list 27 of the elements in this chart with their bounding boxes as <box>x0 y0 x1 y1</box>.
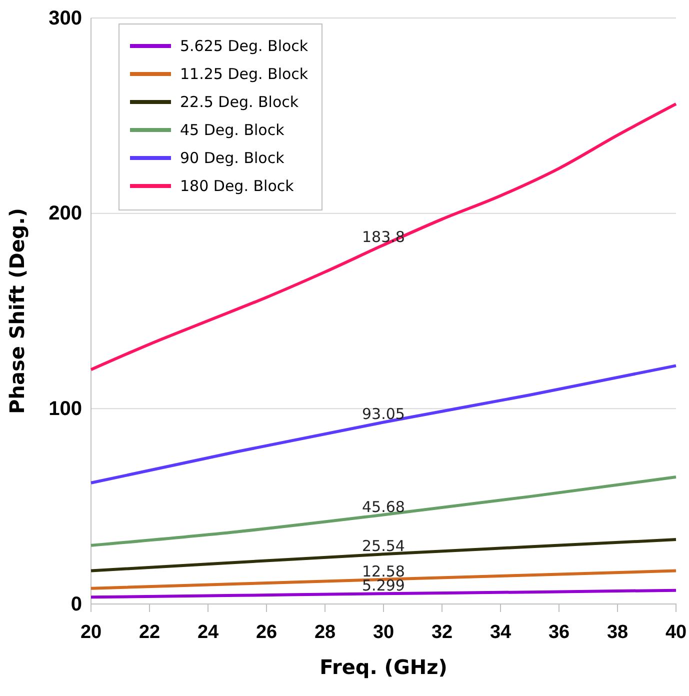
y-tick-label: 200 <box>48 202 82 225</box>
legend-label: 22.5 Deg. Block <box>180 93 299 111</box>
legend-label: 90 Deg. Block <box>180 149 285 167</box>
x-tick-label: 36 <box>548 622 570 643</box>
x-tick-label: 40 <box>665 622 687 643</box>
y-tick-label: 100 <box>48 398 82 420</box>
data-label: 45.68 <box>362 498 405 516</box>
y-tick-label: 300 <box>48 7 82 30</box>
x-tick-label: 26 <box>256 622 278 643</box>
data-label: 93.05 <box>362 405 405 424</box>
x-tick-label: 24 <box>197 622 219 643</box>
x-tick-label: 28 <box>314 622 336 643</box>
legend-label: 45 Deg. Block <box>180 121 285 139</box>
y-tick-label: 0 <box>70 593 82 616</box>
line-series <box>90 364 678 484</box>
x-axis-title: Freq. (GHz) <box>320 655 448 679</box>
x-tick-label: 22 <box>138 622 160 643</box>
data-label: 25.54 <box>362 537 405 556</box>
legend-label: 11.25 Deg. Block <box>180 65 308 83</box>
x-tick-label: 32 <box>431 622 453 643</box>
legend-label: 180 Deg. Block <box>180 177 294 195</box>
legend-label: 5.625 Deg. Block <box>180 37 308 55</box>
x-tick-label: 20 <box>80 622 102 643</box>
x-tick-label: 30 <box>372 622 394 643</box>
x-tick-label: 38 <box>606 622 628 643</box>
x-tick-label: 34 <box>490 622 512 643</box>
y-axis-title: Phase Shift (Deg.) <box>5 208 29 414</box>
